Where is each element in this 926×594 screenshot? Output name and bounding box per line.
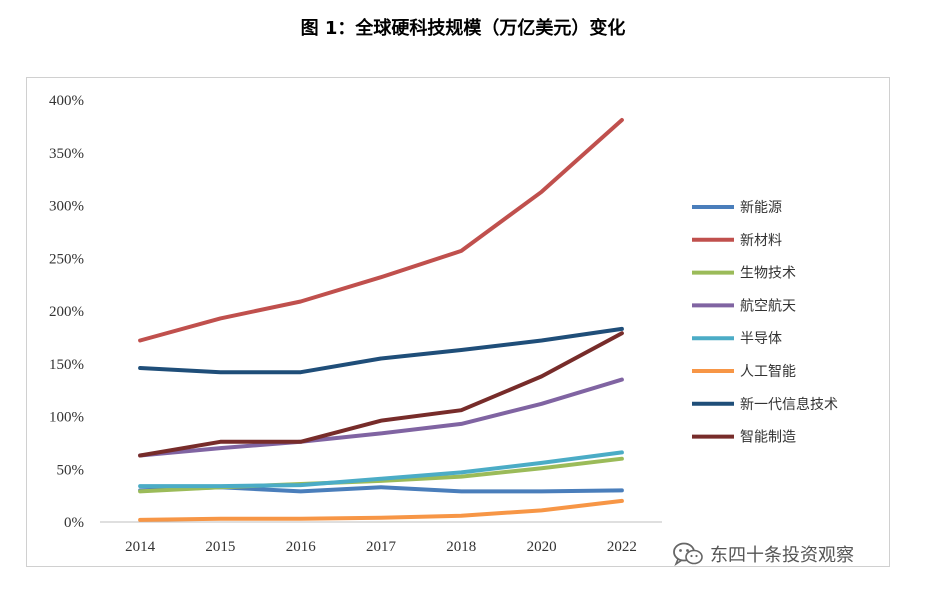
wechat-icon xyxy=(673,542,703,567)
watermark: 东四十条投资观察 xyxy=(672,540,854,568)
x-tick-label: 2016 xyxy=(286,539,317,555)
series-line-5 xyxy=(138,450,624,489)
legend-label: 新材料 xyxy=(740,233,782,249)
series-line-2 xyxy=(138,118,624,343)
chart-title: 图 1：全球硬科技规模（万亿美元）变化 xyxy=(300,18,626,39)
x-tick-label: 2017 xyxy=(366,539,397,555)
x-tick-label: 2015 xyxy=(205,539,235,555)
series-line-7 xyxy=(138,326,624,375)
y-tick-label: 350% xyxy=(49,146,84,162)
y-tick-label: 400% xyxy=(49,93,84,109)
y-tick-label: 300% xyxy=(49,199,84,215)
x-tick-label: 2022 xyxy=(607,539,637,555)
y-tick-label: 0% xyxy=(64,515,84,531)
x-tick-label: 2018 xyxy=(446,539,476,555)
y-tick-label: 200% xyxy=(49,304,84,320)
x-tick-label: 2014 xyxy=(125,539,156,555)
series-line-4 xyxy=(138,377,624,458)
legend-label: 生物技术 xyxy=(740,266,796,282)
chart-frame xyxy=(26,77,890,567)
y-tick-label: 50% xyxy=(57,462,85,478)
legend-label: 航空航天 xyxy=(740,298,796,314)
y-tick-label: 250% xyxy=(49,251,84,267)
y-tick-label: 100% xyxy=(49,410,84,426)
series-line-8 xyxy=(138,331,624,458)
legend-label: 人工智能 xyxy=(740,364,796,380)
legend-label: 新一代信息技术 xyxy=(740,396,838,413)
y-tick-label: 150% xyxy=(49,357,84,373)
x-tick-label: 2020 xyxy=(527,539,557,555)
watermark-text: 东四十条投资观察 xyxy=(710,545,854,566)
legend-label: 智能制造 xyxy=(740,430,796,446)
legend-label: 新能源 xyxy=(740,200,782,216)
legend-label: 半导体 xyxy=(740,331,782,347)
series-line-6 xyxy=(138,498,624,522)
